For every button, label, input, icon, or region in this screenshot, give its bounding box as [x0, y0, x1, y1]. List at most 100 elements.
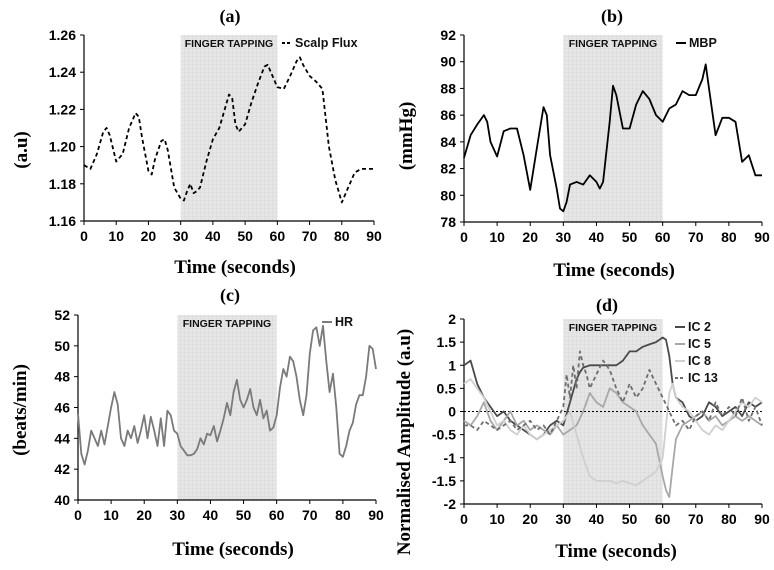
legend-label: IC 13 [688, 371, 718, 385]
x-tick-label: 70 [302, 228, 318, 244]
x-tick-label: 20 [522, 511, 538, 527]
y-tick-label: -0.5 [432, 427, 456, 443]
y-tick-label: 1.16 [49, 213, 76, 229]
panel-d: (d) Normalised Amplitude (a.u) Time (sec… [394, 295, 770, 562]
y-tick-label: 0 [448, 404, 456, 420]
x-tick-label: 20 [136, 507, 152, 523]
x-tick-label: 60 [270, 228, 286, 244]
x-tick-label: 40 [589, 229, 605, 245]
x-tick-label: 0 [460, 229, 468, 245]
shaded-region [563, 35, 663, 222]
y-tick-label: 82 [440, 161, 456, 177]
y-tick-label: 90 [440, 54, 456, 70]
panel-title: (b) [601, 6, 623, 27]
y-axis-label: Normalised Amplitude (a.u) [394, 329, 415, 555]
x-tick-label: 40 [589, 511, 605, 527]
x-tick-label: 90 [366, 228, 382, 244]
x-tick-label: 50 [622, 511, 638, 527]
legend-label: IC 5 [688, 337, 711, 351]
x-tick-label: 40 [203, 507, 219, 523]
y-tick-label: 1 [448, 357, 456, 373]
series-line-mbp [463, 63, 762, 213]
x-tick-label: 80 [721, 229, 737, 245]
y-axis-label: (mmHg) [396, 102, 417, 171]
x-tick-label: 50 [236, 507, 252, 523]
legend-label: HR [335, 315, 353, 329]
panel-c: (c) (beats/min) Time (seconds) FINGER TA… [10, 285, 384, 560]
x-axis-label: Time (seconds) [555, 541, 677, 562]
x-tick-label: 30 [170, 507, 186, 523]
panel-title: (d) [596, 295, 618, 316]
y-tick-label: 48 [54, 369, 70, 385]
x-axis-label: Time (seconds) [174, 257, 296, 278]
shaded-region-label: FINGER TAPPING [569, 38, 657, 50]
x-tick-label: 90 [368, 507, 384, 523]
y-tick-label: -1.5 [432, 473, 456, 489]
shaded-region [177, 315, 277, 500]
series-line-ic-5 [463, 387, 763, 499]
y-axis-label: (beats/min) [10, 364, 31, 456]
y-tick-label: 46 [54, 400, 70, 416]
x-tick-label: 90 [754, 511, 770, 527]
panel-title: (c) [220, 285, 240, 306]
x-tick-label: 60 [655, 511, 671, 527]
shaded-region-label: FINGER TAPPING [569, 322, 657, 334]
x-tick-label: 80 [335, 507, 351, 523]
y-tick-label: 1.26 [49, 27, 76, 43]
y-tick-label: 1.18 [49, 176, 76, 192]
legend-label: IC 8 [688, 354, 711, 368]
x-tick-label: 70 [688, 229, 704, 245]
y-tick-label: 78 [440, 214, 456, 230]
x-tick-label: 30 [556, 229, 572, 245]
x-tick-label: 10 [489, 511, 505, 527]
x-tick-label: 30 [556, 511, 572, 527]
x-tick-label: 40 [205, 228, 221, 244]
plot-area: FINGER TAPPING 1.16 1.18 1.20 1.22 1.24 1.26 0 1… [49, 27, 382, 244]
y-tick-label: 52 [54, 307, 70, 323]
y-tick-label: 1.5 [437, 334, 457, 350]
y-tick-label: 88 [440, 80, 456, 96]
y-tick-label: 44 [54, 430, 70, 446]
legend-label: MBP [689, 36, 717, 50]
x-tick-label: 20 [522, 229, 538, 245]
panel-b: (b) (mmHg) Time (seconds) FINGER TAPPING… [396, 6, 770, 281]
y-tick-label: 50 [54, 338, 70, 354]
x-tick-label: 80 [721, 511, 737, 527]
series-line-ic-8 [463, 378, 763, 487]
x-tick-label: 10 [108, 228, 124, 244]
y-tick-label: 42 [54, 461, 70, 477]
x-tick-label: 80 [334, 228, 350, 244]
shaded-region [180, 35, 278, 221]
y-axis-label: (a.u) [11, 131, 32, 168]
y-tick-label: 80 [440, 187, 456, 203]
x-tick-label: 0 [74, 507, 82, 523]
plot-area: FINGER TAPPING-2-1.5-1-0.500.511.520 10 20… [432, 311, 770, 527]
x-tick-label: 50 [622, 229, 638, 245]
x-axis-label: Time (seconds) [172, 539, 294, 560]
shaded-region-label: FINGER TAPPING [185, 38, 273, 50]
y-tick-label: 86 [440, 107, 456, 123]
legend-label: IC 2 [688, 320, 711, 334]
plot-area: FINGER TAPPING 40 42 44 46 48 50 52 0 10 20 30 40 50 6… [54, 307, 384, 523]
x-axis-label: Time (seconds) [553, 260, 675, 281]
series-line-hr [77, 324, 377, 466]
x-tick-label: 10 [489, 229, 505, 245]
plot-area: FINGER TAPPING 78 80 82 84 86 88 90 92 0 10 20 30 40 5… [440, 27, 770, 245]
x-tick-label: 10 [103, 507, 119, 523]
y-tick-label: -1 [444, 450, 457, 466]
y-tick-label: 0.5 [437, 380, 457, 396]
x-tick-label: 0 [80, 228, 88, 244]
y-tick-label: 2 [448, 311, 456, 327]
x-tick-label: 90 [754, 229, 770, 245]
legend-label: Scalp Flux [295, 36, 358, 50]
x-tick-label: 50 [237, 228, 253, 244]
x-tick-label: 60 [655, 229, 671, 245]
y-tick-label: -2 [444, 496, 457, 512]
y-tick-label: 40 [54, 492, 70, 508]
y-tick-label: 1.24 [49, 64, 76, 80]
shaded-region-label: FINGER TAPPING [183, 318, 271, 330]
x-tick-label: 30 [173, 228, 189, 244]
y-tick-label: 1.20 [49, 139, 76, 155]
y-tick-label: 92 [440, 27, 456, 43]
series-line-scalp-flux [83, 56, 374, 204]
